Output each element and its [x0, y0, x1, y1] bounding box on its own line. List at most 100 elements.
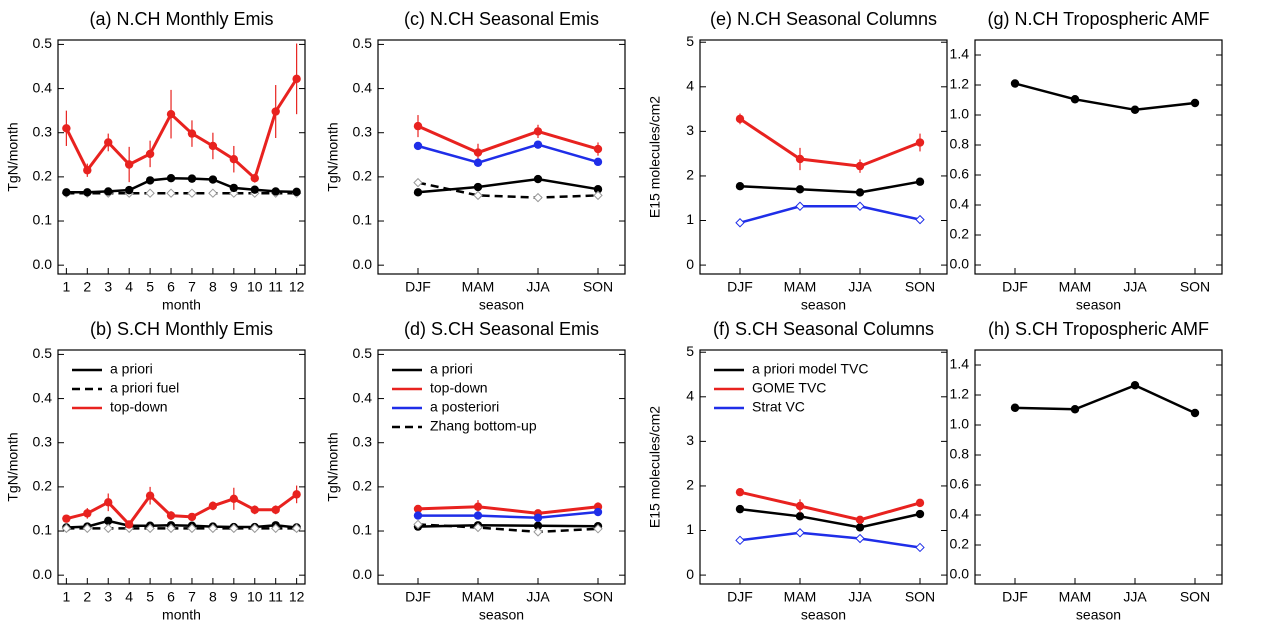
x-tick-label: 9: [230, 279, 238, 295]
y-tick-label: 0.0: [950, 256, 970, 272]
panel-title: (d) S.CH Seasonal Emis: [404, 319, 599, 339]
marker: [145, 176, 155, 185]
marker: [208, 188, 218, 198]
marker: [593, 524, 603, 534]
plot-frame: [699, 349, 948, 585]
x-tick-label: SON: [1180, 279, 1210, 295]
marker: [166, 523, 176, 534]
marker: [473, 148, 483, 157]
series-line: [417, 181, 599, 199]
series-line: [418, 510, 599, 520]
marker: [187, 523, 197, 534]
marker: [593, 190, 603, 201]
marker: [61, 523, 72, 534]
legend-label: top-down: [110, 399, 168, 415]
y-tick-label: 0.0: [950, 566, 970, 582]
marker: [145, 491, 155, 500]
y-tick-label: 0.1: [33, 522, 53, 538]
x-tick-label: 1: [62, 589, 70, 605]
marker: [124, 520, 134, 529]
panel: (h) S.CH Tropospheric AMF season 0.0 0.2 0.4…: [950, 319, 1223, 623]
y-tick-label: 5: [686, 33, 694, 49]
y-tick-label: 2: [686, 167, 694, 183]
plot-frame: [699, 39, 948, 275]
y-tick-label: 0.2: [353, 168, 373, 184]
x-tick-label: 2: [83, 589, 91, 605]
series-line: [417, 124, 599, 155]
x-tick-label: 7: [188, 589, 196, 605]
x-tick-label: 2: [83, 279, 91, 295]
x-tick-label: DJF: [405, 279, 431, 295]
marker: [292, 187, 301, 197]
x-tick-label: MAM: [462, 279, 495, 295]
plot-frame: [974, 349, 1223, 585]
y-tick-label: 0.0: [353, 566, 373, 582]
x-tick-label: 4: [125, 589, 133, 605]
marker: [795, 501, 805, 511]
marker: [593, 507, 603, 517]
marker: [735, 504, 745, 514]
marker: [1010, 79, 1020, 88]
legend-label: Strat VC: [752, 399, 805, 415]
marker: [413, 504, 423, 514]
y-tick-label: 1.4: [950, 356, 970, 372]
y-tick-label: 5: [686, 343, 694, 359]
x-tick-label: 9: [230, 589, 238, 605]
y-tick-label: 0.6: [950, 166, 970, 182]
marker: [145, 188, 155, 198]
x-tick-label: 11: [268, 279, 283, 295]
legend-label: a posteriori: [430, 399, 499, 415]
y-tick-label: 0.5: [353, 345, 373, 361]
marker: [104, 138, 113, 147]
x-tick-label: 11: [268, 589, 283, 605]
marker: [187, 188, 197, 198]
y-axis-label: TgN/month: [5, 122, 21, 191]
y-tick-label: 0.8: [950, 446, 970, 462]
y-tick-label: 1.2: [950, 386, 970, 402]
y-axis-label: TgN/month: [325, 122, 341, 191]
marker: [533, 527, 543, 537]
x-tick-label: DJF: [1002, 279, 1028, 295]
panel: (g) N.CH Tropospheric AMF season 0.0 0.2 0.4…: [950, 9, 1223, 313]
x-tick-label: DJF: [1002, 589, 1028, 605]
marker: [271, 107, 280, 116]
marker: [413, 511, 423, 520]
marker: [83, 509, 92, 518]
marker: [855, 188, 865, 197]
x-tick-label: JJA: [526, 589, 550, 605]
marker: [735, 218, 745, 228]
marker: [855, 515, 865, 525]
marker: [104, 187, 113, 196]
y-tick-label: 0.3: [353, 123, 373, 139]
marker: [250, 185, 259, 194]
marker: [533, 127, 543, 136]
legend-label: GOME TVC: [752, 380, 826, 396]
x-tick-label: 12: [289, 589, 305, 605]
marker: [593, 185, 603, 194]
y-tick-label: 0: [686, 566, 694, 582]
marker: [533, 174, 543, 184]
y-tick-label: 0.0: [33, 566, 53, 582]
marker: [735, 487, 745, 497]
x-axis-label: season: [1076, 297, 1121, 313]
marker: [292, 490, 301, 499]
marker: [915, 498, 925, 508]
series-line: [739, 531, 921, 549]
x-tick-label: 12: [289, 279, 305, 295]
series-line: [739, 507, 921, 529]
y-tick-label: 0.0: [353, 256, 373, 272]
y-tick-label: 1: [686, 521, 694, 537]
legend-label: a priori: [430, 361, 473, 377]
marker: [1070, 95, 1080, 104]
series-line: [65, 78, 298, 181]
panel-title: (g) N.CH Tropospheric AMF: [987, 9, 1209, 29]
x-tick-label: 3: [104, 279, 112, 295]
y-axis-label: E15 molecules/cm2: [647, 406, 663, 528]
panel-title: (e) N.CH Seasonal Columns: [710, 9, 937, 29]
marker: [473, 182, 483, 192]
y-tick-label: 0.4: [353, 389, 373, 405]
marker: [915, 177, 925, 186]
y-tick-label: 0.5: [33, 345, 53, 361]
y-tick-label: 1.4: [950, 46, 970, 62]
marker: [229, 494, 239, 503]
